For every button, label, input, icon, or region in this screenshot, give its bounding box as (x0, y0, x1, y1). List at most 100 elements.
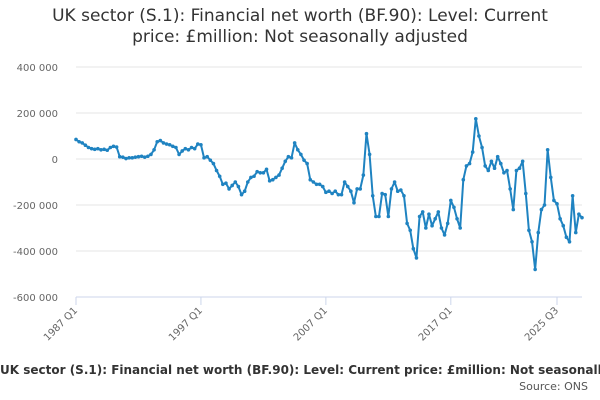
data-point[interactable] (489, 159, 494, 164)
data-point[interactable] (311, 180, 316, 184)
data-point[interactable] (364, 131, 369, 136)
data-point[interactable] (264, 167, 269, 172)
data-point[interactable] (577, 212, 581, 216)
data-point[interactable] (386, 214, 391, 219)
data-point[interactable] (224, 181, 228, 185)
data-point[interactable] (211, 161, 216, 166)
data-point[interactable] (470, 150, 475, 154)
data-point[interactable] (121, 155, 125, 159)
series-line[interactable] (75, 117, 583, 271)
data-point[interactable] (474, 116, 478, 121)
data-point[interactable] (171, 144, 175, 149)
data-point[interactable] (480, 145, 484, 150)
data-point[interactable] (517, 166, 522, 170)
data-point[interactable] (414, 256, 419, 260)
data-point[interactable] (377, 214, 381, 219)
data-point[interactable] (527, 228, 531, 233)
data-point[interactable] (83, 143, 88, 147)
data-point[interactable] (270, 177, 275, 182)
data-point[interactable] (461, 177, 466, 182)
data-point[interactable] (392, 180, 397, 184)
data-point[interactable] (333, 189, 338, 193)
data-point[interactable] (349, 189, 353, 193)
data-point[interactable] (380, 191, 384, 196)
data-point[interactable] (177, 152, 181, 157)
data-point[interactable] (352, 200, 356, 205)
data-point[interactable] (189, 145, 194, 150)
data-point[interactable] (77, 139, 81, 144)
data-point[interactable] (511, 207, 516, 212)
data-point[interactable] (442, 233, 447, 237)
data-point[interactable] (114, 145, 119, 149)
data-point[interactable] (580, 215, 584, 220)
data-point[interactable] (102, 147, 106, 152)
data-point[interactable] (127, 156, 131, 160)
data-point[interactable] (280, 166, 284, 170)
data-point[interactable] (483, 164, 487, 168)
data-point[interactable] (283, 159, 288, 164)
data-point[interactable] (183, 146, 188, 151)
data-point[interactable] (158, 138, 163, 143)
data-point[interactable] (146, 154, 150, 159)
data-point[interactable] (374, 214, 378, 219)
data-point[interactable] (405, 221, 409, 226)
data-point[interactable] (505, 168, 509, 173)
data-point[interactable] (105, 148, 110, 153)
data-point[interactable] (292, 141, 297, 145)
data-point[interactable] (149, 152, 153, 157)
data-point[interactable] (408, 228, 413, 233)
data-point[interactable] (545, 148, 550, 152)
data-point[interactable] (230, 183, 234, 188)
data-point[interactable] (117, 154, 122, 159)
data-point[interactable] (370, 194, 375, 198)
data-point[interactable] (180, 149, 184, 153)
data-point[interactable] (167, 142, 172, 147)
data-point[interactable] (449, 198, 453, 203)
data-point[interactable] (339, 192, 344, 197)
data-point[interactable] (314, 182, 319, 187)
data-point[interactable] (327, 189, 331, 193)
data-point[interactable] (520, 159, 525, 164)
data-point[interactable] (561, 223, 566, 228)
data-point[interactable] (267, 179, 272, 183)
data-point[interactable] (567, 240, 572, 244)
data-point[interactable] (330, 191, 334, 196)
data-point[interactable] (336, 192, 341, 197)
data-point[interactable] (289, 156, 294, 160)
data-point[interactable] (342, 180, 347, 184)
data-point[interactable] (452, 205, 456, 210)
data-point[interactable] (399, 188, 403, 192)
data-point[interactable] (249, 175, 253, 180)
data-point[interactable] (196, 142, 200, 146)
data-point[interactable] (124, 156, 128, 161)
data-point[interactable] (214, 168, 219, 173)
data-point[interactable] (477, 134, 481, 138)
data-point[interactable] (455, 217, 459, 221)
data-point[interactable] (277, 173, 281, 177)
data-point[interactable] (502, 171, 506, 175)
data-point[interactable] (464, 164, 469, 168)
data-point[interactable] (261, 171, 266, 175)
data-point[interactable] (570, 194, 575, 198)
data-point[interactable] (358, 187, 363, 191)
data-point[interactable] (133, 155, 138, 159)
data-point[interactable] (86, 145, 91, 150)
data-point[interactable] (320, 184, 325, 189)
data-point[interactable] (411, 246, 416, 251)
data-point[interactable] (573, 230, 578, 235)
data-point[interactable] (161, 141, 166, 145)
data-point[interactable] (508, 187, 512, 191)
data-point[interactable] (227, 187, 231, 191)
data-point[interactable] (258, 171, 263, 175)
data-point[interactable] (345, 184, 350, 189)
data-point[interactable] (205, 154, 209, 159)
data-point[interactable] (530, 240, 534, 244)
data-point[interactable] (92, 147, 97, 152)
data-point[interactable] (302, 158, 306, 162)
data-point[interactable] (221, 182, 225, 187)
data-point[interactable] (552, 198, 556, 203)
data-point[interactable] (155, 139, 160, 144)
data-point[interactable] (274, 175, 278, 180)
data-point[interactable] (424, 226, 428, 230)
data-point[interactable] (89, 146, 94, 151)
